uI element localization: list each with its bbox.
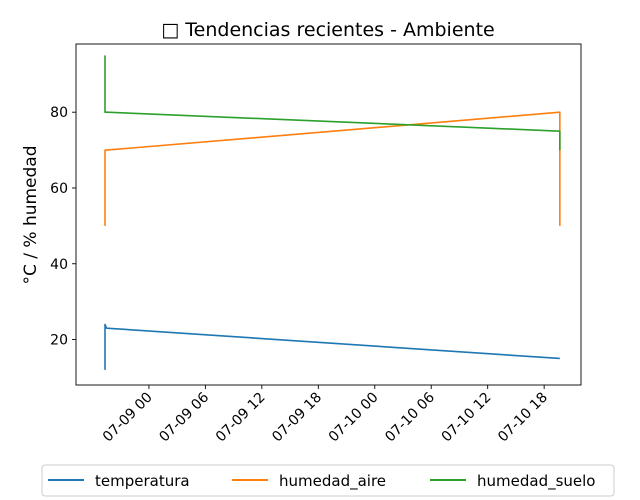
legend-entry-humedad_aire: humedad_aire (232, 472, 386, 491)
plot-area (76, 44, 581, 385)
x-tick-label: 07-10 12 (439, 390, 495, 446)
series-line-temperatura (104, 323, 560, 370)
series-line-humedad_suelo (104, 55, 561, 151)
legend-entry-humedad_suelo: humedad_suelo (430, 472, 595, 491)
x-tick-label: 07-09 06 (156, 389, 212, 445)
plot-background (76, 44, 581, 385)
chart-title: □ Tendencias recientes - Ambiente (161, 19, 494, 41)
series-layer (104, 55, 561, 370)
y-tick-label: 20 (50, 333, 68, 349)
legend-label: temperatura (95, 472, 190, 490)
legend: temperatura humedad_aire humedad_suelo (41, 464, 615, 497)
y-tick-label: 80 (50, 105, 68, 121)
plot-frame (75, 43, 582, 386)
x-tick-label: 07-09 00 (100, 390, 156, 446)
x-tick-label: 07-09 12 (213, 390, 269, 446)
x-tick-label: 07-10 06 (382, 389, 438, 445)
legend-label: humedad_suelo (477, 472, 595, 491)
y-tick-label: 60 (50, 181, 68, 197)
legend-entry-temperatura: temperatura (48, 472, 190, 490)
x-tick-label: 07-10 00 (326, 390, 382, 446)
x-tick-label: 07-10 18 (495, 390, 551, 446)
y-tick-label: 40 (50, 257, 68, 273)
x-tick-label: 07-09 18 (269, 390, 325, 446)
legend-box (41, 464, 615, 497)
y-axis-label: °C / % humedad (21, 145, 41, 284)
legend-label: humedad_aire (279, 472, 386, 491)
